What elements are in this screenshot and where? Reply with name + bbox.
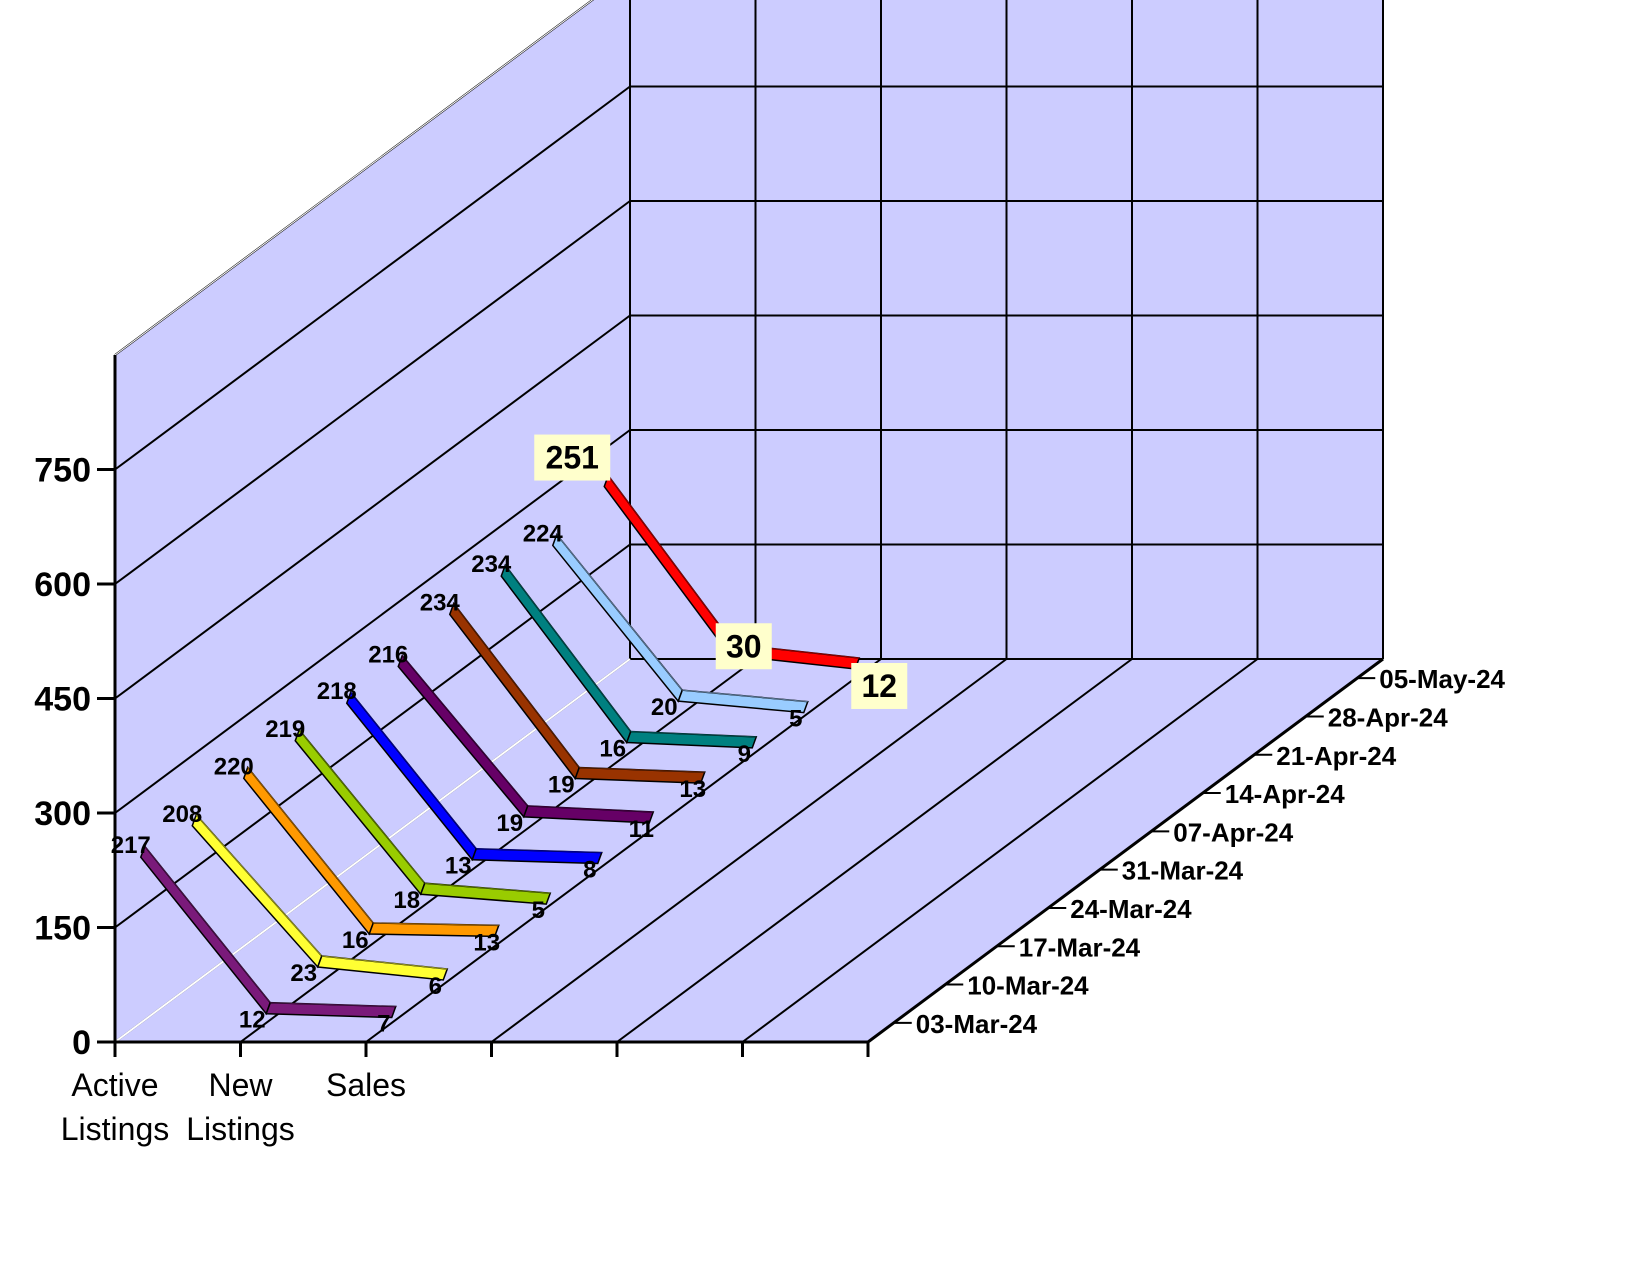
data-label: 12 [861,668,897,704]
data-label: 30 [726,628,762,664]
data-label-box [851,662,908,709]
series-edge [527,805,654,813]
z-category-label: 03-Mar-24 [916,1009,1038,1039]
data-label: 8 [583,857,596,884]
z-category-label: 21-Apr-24 [1276,741,1396,771]
z-category-label: 31-Mar-24 [1122,856,1244,886]
side-wall-gridline [114,200,631,585]
data-label: 5 [532,897,545,924]
z-category-label: 24-Mar-24 [1070,894,1192,924]
z-category-label: 28-Apr-24 [1328,702,1448,732]
series-edge [556,534,683,691]
data-label: 251 [546,440,599,476]
y-tick-label: 150 [34,910,91,948]
series-edge [630,731,757,738]
data-label: 20 [651,694,678,721]
series-ribbon [500,563,758,749]
data-label: 6 [429,973,442,1000]
y-tick-label: 750 [34,452,91,490]
z-category-label: 10-Mar-24 [967,971,1089,1001]
data-label: 16 [599,736,626,763]
chart-axes: 0 150 300 450 600 750 Active Listings New Listing… [34,355,1506,1147]
z-category-label: 05-May-24 [1379,664,1505,694]
series-edge [270,1002,396,1008]
series-edge [401,655,529,807]
z-category-label: 17-Mar-24 [1019,932,1141,962]
z-axis [867,657,1384,1044]
data-label: 5 [789,706,802,733]
data-label: 19 [548,772,575,799]
data-label-box [534,434,611,481]
data-label: 19 [496,810,523,837]
floor-gridline [365,658,882,1043]
data-label: 13 [679,776,706,803]
data-label: 13 [445,853,472,880]
floor-gridline [741,658,1259,1043]
side-wall-gridline [114,85,631,471]
z-category-label: 07-Apr-24 [1173,817,1293,847]
data-label: 220 [214,753,254,780]
x-category-label: Sales [326,1067,406,1103]
series-ribbon [345,690,603,865]
data-label: 18 [393,887,420,914]
data-label-box [715,623,772,670]
data-label: 234 [420,589,461,616]
x-category-label: New [208,1067,273,1103]
series-edge [424,882,551,894]
y-tick-label: 0 [72,1024,91,1062]
series-ribbon [191,813,449,981]
floor-gridline [490,658,1008,1043]
series-ribbon [139,844,397,1019]
series-edge [373,922,499,926]
chart-labels: 217 12 7 208 23 6 220 16 13 219 18 5 218 13 8 216 19 11 23… [111,434,908,1038]
data-label: 234 [471,551,512,578]
x-category-label: Listings [186,1111,295,1147]
chart-grid [114,0,1384,1043]
data-label: 224 [523,520,564,547]
series-edge [195,814,323,957]
data-label: 16 [342,927,369,954]
series-ribbon [397,653,655,824]
series-ribbon [294,728,552,905]
series-edge [453,603,580,768]
data-label: 12 [239,1007,266,1034]
series-edge [682,689,808,703]
data-label: 23 [290,960,317,987]
series-ribbon [242,765,500,938]
x-category-label: Listings [61,1111,170,1147]
x-category-label: Active [71,1067,158,1103]
chart-walls [115,0,1383,1042]
series-edge [476,848,602,854]
data-label: 7 [377,1011,390,1038]
y-tick-label: 300 [34,795,91,833]
data-label: 13 [473,929,500,956]
side-wall-gridline [114,429,631,814]
side-wall [115,0,630,1042]
series-edge [579,767,705,773]
series-edge [298,729,426,884]
y-tick-label: 450 [34,681,91,719]
data-label: 218 [317,678,357,705]
series-ribbon [551,532,809,714]
series-edge [607,475,735,645]
y-tick-label: 600 [34,566,91,604]
data-label: 208 [162,801,202,828]
series-edge [247,767,374,924]
z-category-label: 14-Apr-24 [1225,779,1345,809]
series-edge [350,691,477,850]
data-label: 219 [265,716,305,743]
series-edge [144,845,271,1004]
series-edge [321,955,448,970]
floor-gridline [616,658,1133,1043]
side-wall-top [114,0,594,356]
series-ribbon [448,601,706,784]
data-label: 216 [368,641,408,668]
series-edge [504,564,632,732]
data-label: 9 [738,741,751,768]
data-label: 11 [629,816,654,843]
side-wall-gridline [114,314,631,700]
data-label: 217 [111,832,151,859]
